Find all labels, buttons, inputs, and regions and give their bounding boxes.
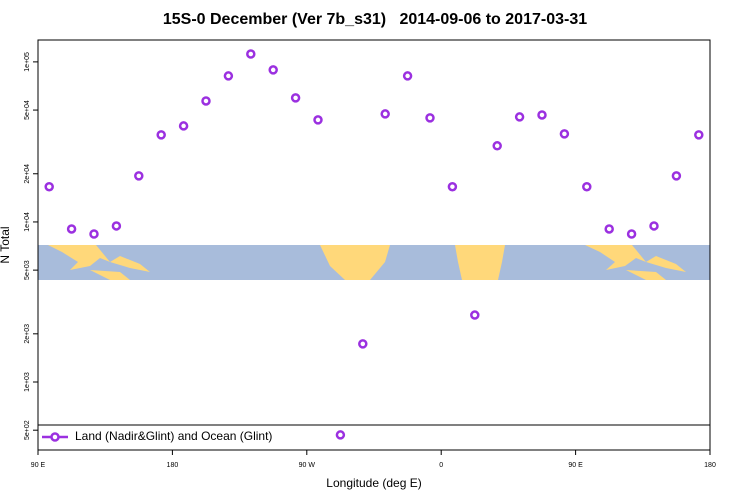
point bbox=[335, 430, 346, 440]
point bbox=[694, 130, 704, 140]
y-axis-label: N Total bbox=[0, 226, 12, 263]
y-tick-label: 5e+04 bbox=[24, 100, 31, 120]
y-tick-label: 1e+04 bbox=[24, 212, 31, 232]
point bbox=[246, 49, 256, 59]
y-tick-label: 2e+04 bbox=[24, 164, 31, 184]
point bbox=[89, 229, 99, 239]
point bbox=[178, 121, 189, 131]
point bbox=[402, 71, 413, 81]
x-tick-label: 0 bbox=[439, 462, 443, 469]
point bbox=[156, 130, 166, 140]
point bbox=[268, 65, 278, 75]
point bbox=[358, 339, 368, 349]
x-tick-label: 90 E bbox=[568, 462, 583, 469]
point bbox=[313, 115, 323, 125]
point bbox=[514, 112, 525, 122]
point bbox=[582, 181, 592, 192]
map-band bbox=[38, 245, 710, 280]
legend-label: Land (Nadir&Glint) and Ocean (Glint) bbox=[75, 429, 272, 443]
point bbox=[223, 71, 234, 81]
point bbox=[447, 181, 458, 192]
point bbox=[626, 229, 637, 239]
y-tick-label: 5e+02 bbox=[24, 420, 31, 440]
plot-frame bbox=[37, 39, 711, 451]
point bbox=[425, 113, 435, 123]
point bbox=[66, 224, 77, 234]
y-tick-label: 2e+03 bbox=[24, 324, 31, 344]
chart-title: 15S-0 December (Ver 7b_s31) 2014-09-06 t… bbox=[163, 11, 587, 28]
point bbox=[134, 171, 144, 181]
x-tick-label: 180 bbox=[167, 462, 179, 469]
y-tick-label: 1e+05 bbox=[24, 52, 31, 72]
y-tick-label: 1e+03 bbox=[24, 372, 31, 392]
point bbox=[201, 96, 211, 106]
point bbox=[470, 310, 480, 320]
point bbox=[559, 129, 570, 139]
x-tick-label: 90 W bbox=[299, 462, 316, 469]
point bbox=[671, 171, 682, 181]
y-tick-label: 5e+03 bbox=[24, 260, 31, 280]
x-axis-label: Longitude (deg E) bbox=[326, 476, 421, 490]
point bbox=[111, 221, 122, 231]
legend-marker bbox=[50, 432, 60, 442]
point bbox=[380, 109, 390, 119]
point bbox=[44, 181, 54, 192]
point bbox=[604, 224, 614, 234]
x-tick-label: 180 bbox=[704, 462, 716, 469]
x-tick-label: 90 E bbox=[31, 462, 46, 469]
point bbox=[537, 110, 547, 120]
point bbox=[649, 221, 659, 231]
point bbox=[290, 93, 301, 103]
point bbox=[492, 141, 502, 151]
